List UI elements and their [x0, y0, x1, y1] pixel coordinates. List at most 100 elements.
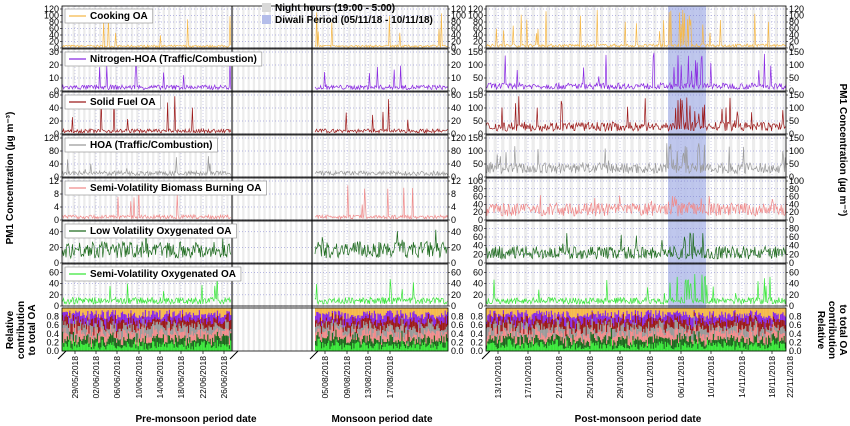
stack-segment	[172, 320, 174, 327]
stack-segment	[519, 313, 521, 321]
stack-segment	[748, 337, 751, 346]
stack-segment	[68, 327, 70, 336]
stack-segment	[316, 311, 318, 320]
stack-segment	[626, 328, 628, 336]
night-hour-band	[380, 6, 383, 351]
stack-segment	[318, 321, 320, 325]
stack-segment	[164, 318, 166, 329]
stack-segment	[98, 308, 100, 315]
stack-segment	[376, 339, 378, 343]
stack-segment	[327, 327, 329, 335]
stack-segment	[375, 308, 377, 314]
stack-segment	[734, 308, 736, 310]
stack-segment	[379, 319, 382, 326]
stack-segment	[681, 328, 683, 336]
stack-segment	[161, 337, 163, 345]
stack-segment	[71, 308, 73, 314]
stack-segment	[162, 326, 165, 333]
stack-segment	[369, 308, 371, 311]
stack-segment	[403, 318, 406, 326]
stack-segment	[378, 335, 380, 343]
stack-segment	[377, 328, 379, 336]
stack-segment	[514, 330, 517, 337]
night-hour-band	[183, 6, 187, 351]
right-y-axis-label: PM1 Concentration (µg m⁻³)	[837, 84, 848, 217]
stack-segment	[76, 308, 78, 313]
stack-segment	[676, 321, 679, 329]
stack-segment	[518, 322, 520, 335]
stack-segment	[445, 314, 448, 324]
stack-segment	[688, 314, 691, 318]
stack-segment	[197, 308, 199, 315]
stack-segment	[441, 308, 443, 314]
stack-segment	[638, 308, 640, 315]
stack-segment	[170, 319, 172, 331]
stack-segment	[714, 336, 716, 341]
stack-segment	[781, 337, 783, 344]
stack-segment	[382, 318, 384, 327]
stack-segment	[756, 308, 758, 311]
stack-segment	[664, 334, 667, 338]
stack-segment	[675, 347, 677, 352]
stack-segment	[760, 323, 763, 330]
stack-segment	[591, 343, 593, 352]
stack-segment	[372, 308, 374, 319]
stack-segment	[363, 320, 365, 330]
stack-segment	[388, 308, 390, 312]
stack-segment	[221, 323, 223, 329]
stack-segment	[537, 308, 539, 314]
stack-segment	[227, 312, 229, 322]
stack-segment	[141, 345, 143, 352]
y-tick-label: 20	[451, 116, 461, 126]
stack-segment	[227, 328, 229, 337]
stack-segment	[134, 336, 136, 342]
stack-segment	[120, 312, 123, 321]
stack-segment	[529, 330, 531, 333]
stack-segment	[86, 329, 88, 333]
stack-segment	[487, 326, 489, 336]
stack-segment	[597, 308, 599, 312]
stack-segment	[212, 314, 214, 324]
stack-segment	[88, 325, 90, 334]
stack-segment	[625, 308, 627, 317]
stack-segment	[620, 320, 622, 326]
stack-segment	[727, 326, 729, 331]
stack-segment	[384, 336, 386, 342]
stack-segment	[520, 329, 523, 336]
stack-segment	[543, 308, 545, 313]
stack-segment	[195, 341, 197, 347]
stack-segment	[668, 308, 670, 313]
stack-segment	[666, 331, 668, 339]
stack-segment	[633, 340, 635, 345]
series-line-2	[61, 96, 232, 135]
stack-segment	[496, 339, 499, 344]
stack-segment	[498, 334, 500, 340]
stack-segment	[765, 308, 767, 317]
stack-segment	[747, 315, 749, 324]
stack-segment	[648, 308, 650, 311]
stack-segment	[388, 331, 390, 342]
stack-segment	[529, 343, 531, 352]
stack-segment	[394, 336, 396, 343]
stack-segment	[141, 323, 143, 327]
stack-segment	[633, 338, 635, 341]
stack-segment	[699, 337, 701, 345]
stack-segment	[566, 322, 568, 331]
stack-segment	[195, 334, 197, 342]
stack-segment	[125, 324, 127, 333]
stack-segment	[565, 346, 567, 349]
stack-segment	[80, 341, 82, 352]
stack-segment	[582, 316, 584, 324]
stack-segment	[532, 336, 535, 345]
stack-segment	[645, 308, 647, 312]
stack-segment	[676, 316, 679, 322]
stack-segment	[498, 313, 500, 317]
stack-segment	[594, 314, 596, 322]
stack-segment	[147, 308, 149, 317]
stack-segment	[589, 308, 591, 316]
stack-segment	[768, 315, 770, 324]
stack-segment	[351, 326, 353, 334]
stack-segment	[518, 312, 520, 321]
stack-segment	[685, 319, 687, 325]
stack-segment	[643, 335, 645, 342]
